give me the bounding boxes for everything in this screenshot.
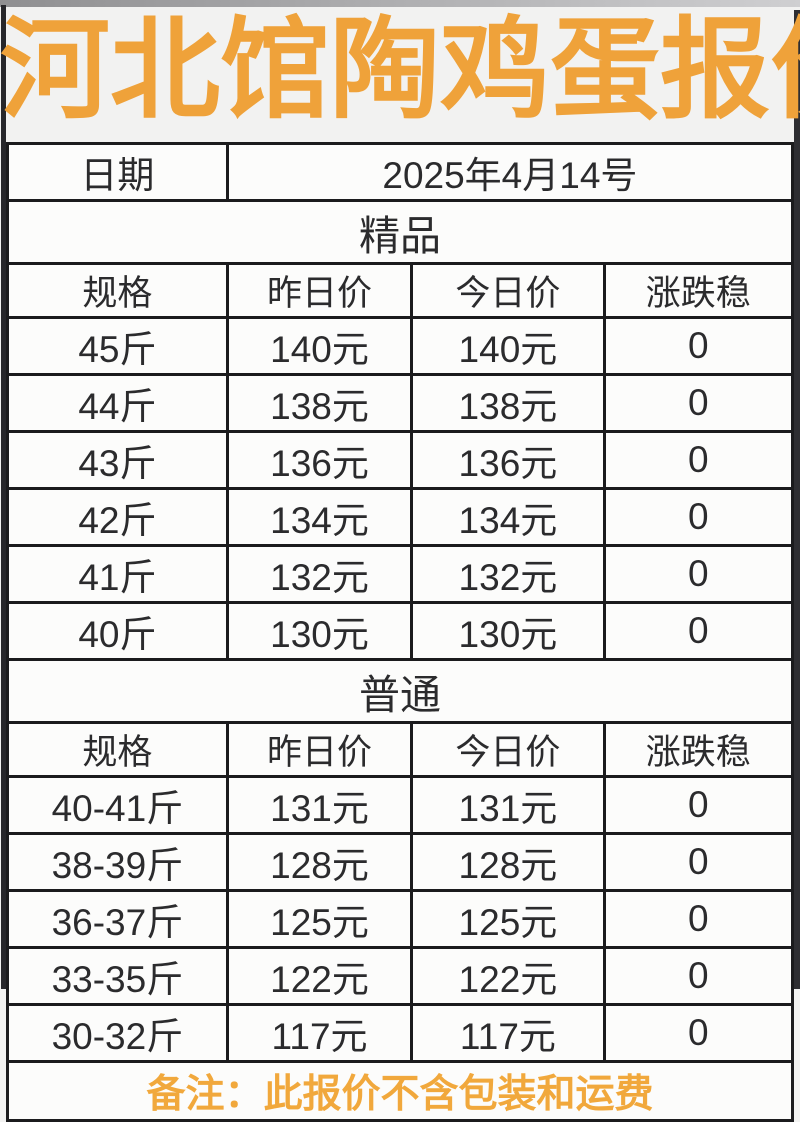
header-row-ordinary: 规格 昨日价 今日价 涨跌稳 [6, 721, 795, 778]
header-spec-cell: 规格 [6, 721, 229, 778]
header-today-price-cell: 今日价 [410, 262, 606, 319]
spec-cell: 44斤 [6, 373, 229, 433]
yesterday-price-cell: 134元 [225, 487, 414, 547]
yesterday-price-cell: 136元 [225, 430, 414, 490]
header-change-cell: 涨跌稳 [602, 721, 795, 778]
date-label-cell: 日期 [6, 142, 229, 202]
section-row-ordinary: 普通 [6, 658, 794, 724]
right-edge-bar [794, 10, 800, 989]
top-edge-bar [0, 0, 800, 7]
section-title-ordinary: 普通 [6, 658, 794, 724]
today-price-cell: 117元 [410, 1003, 606, 1063]
table-row: 36-37斤 125元 125元 0 [6, 889, 795, 949]
table-row: 45斤 140元 140元 0 [6, 316, 795, 376]
today-price-cell: 138元 [410, 373, 606, 433]
today-price-cell: 125元 [410, 889, 606, 949]
left-edge-bar [1, 5, 6, 989]
change-cell: 0 [602, 430, 795, 490]
spec-cell: 36-37斤 [6, 889, 229, 949]
yesterday-price-cell: 140元 [225, 316, 414, 376]
remark-text: 备注：此报价不含包装和运费 [6, 1060, 794, 1122]
spec-cell: 40-41斤 [6, 775, 229, 835]
today-price-cell: 134元 [410, 487, 606, 547]
table-row: 43斤 136元 136元 0 [6, 430, 795, 490]
change-cell: 0 [602, 946, 795, 1006]
change-cell: 0 [602, 775, 795, 835]
yesterday-price-cell: 128元 [225, 832, 414, 892]
change-cell: 0 [602, 889, 795, 949]
today-price-cell: 132元 [410, 544, 606, 604]
table-row: 38-39斤 128元 128元 0 [6, 832, 795, 892]
spec-cell: 40斤 [6, 601, 229, 661]
page-title: 河北馆陶鸡蛋报价 [0, 9, 800, 132]
date-value-cell: 2025年4月14号 [225, 142, 795, 202]
header-change-cell: 涨跌稳 [602, 262, 795, 319]
change-cell: 0 [602, 601, 795, 661]
today-price-cell: 130元 [410, 601, 606, 661]
yesterday-price-cell: 122元 [225, 946, 414, 1006]
change-cell: 0 [602, 544, 795, 604]
today-price-cell: 140元 [410, 316, 606, 376]
change-cell: 0 [602, 373, 795, 433]
spec-cell: 45斤 [6, 316, 229, 376]
yesterday-price-cell: 117元 [225, 1003, 414, 1063]
change-cell: 0 [602, 1003, 795, 1063]
yesterday-price-cell: 131元 [225, 775, 414, 835]
spec-cell: 42斤 [6, 487, 229, 547]
change-cell: 0 [602, 316, 795, 376]
today-price-cell: 131元 [410, 775, 606, 835]
spec-cell: 41斤 [6, 544, 229, 604]
table-row: 42斤 134元 134元 0 [6, 487, 795, 547]
header-row-premium: 规格 昨日价 今日价 涨跌稳 [6, 262, 795, 319]
price-table: 日期 2025年4月14号 精品 规格 昨日价 今日价 涨跌稳 45斤 140元… [6, 142, 795, 1122]
header-yesterday-price-cell: 昨日价 [225, 262, 414, 319]
date-row: 日期 2025年4月14号 [6, 142, 795, 202]
section-row-premium: 精品 [6, 199, 794, 265]
table-row: 40斤 130元 130元 0 [6, 601, 795, 661]
header-yesterday-price-cell: 昨日价 [225, 721, 414, 778]
table-row: 40-41斤 131元 131元 0 [6, 775, 795, 835]
table-row: 41斤 132元 132元 0 [6, 544, 795, 604]
change-cell: 0 [602, 487, 795, 547]
today-price-cell: 128元 [410, 832, 606, 892]
header-spec-cell: 规格 [6, 262, 229, 319]
yesterday-price-cell: 130元 [225, 601, 414, 661]
yesterday-price-cell: 125元 [225, 889, 414, 949]
yesterday-price-cell: 132元 [225, 544, 414, 604]
table-row: 44斤 138元 138元 0 [6, 373, 795, 433]
yesterday-price-cell: 138元 [225, 373, 414, 433]
change-cell: 0 [602, 832, 795, 892]
header-today-price-cell: 今日价 [410, 721, 606, 778]
spec-cell: 33-35斤 [6, 946, 229, 1006]
table-row: 33-35斤 122元 122元 0 [6, 946, 795, 1006]
today-price-cell: 122元 [410, 946, 606, 1006]
remark-row: 备注：此报价不含包装和运费 [6, 1060, 794, 1122]
spec-cell: 38-39斤 [6, 832, 229, 892]
today-price-cell: 136元 [410, 430, 606, 490]
section-title-premium: 精品 [6, 199, 794, 265]
table-row: 30-32斤 117元 117元 0 [6, 1003, 795, 1063]
spec-cell: 30-32斤 [6, 1003, 229, 1063]
spec-cell: 43斤 [6, 430, 229, 490]
